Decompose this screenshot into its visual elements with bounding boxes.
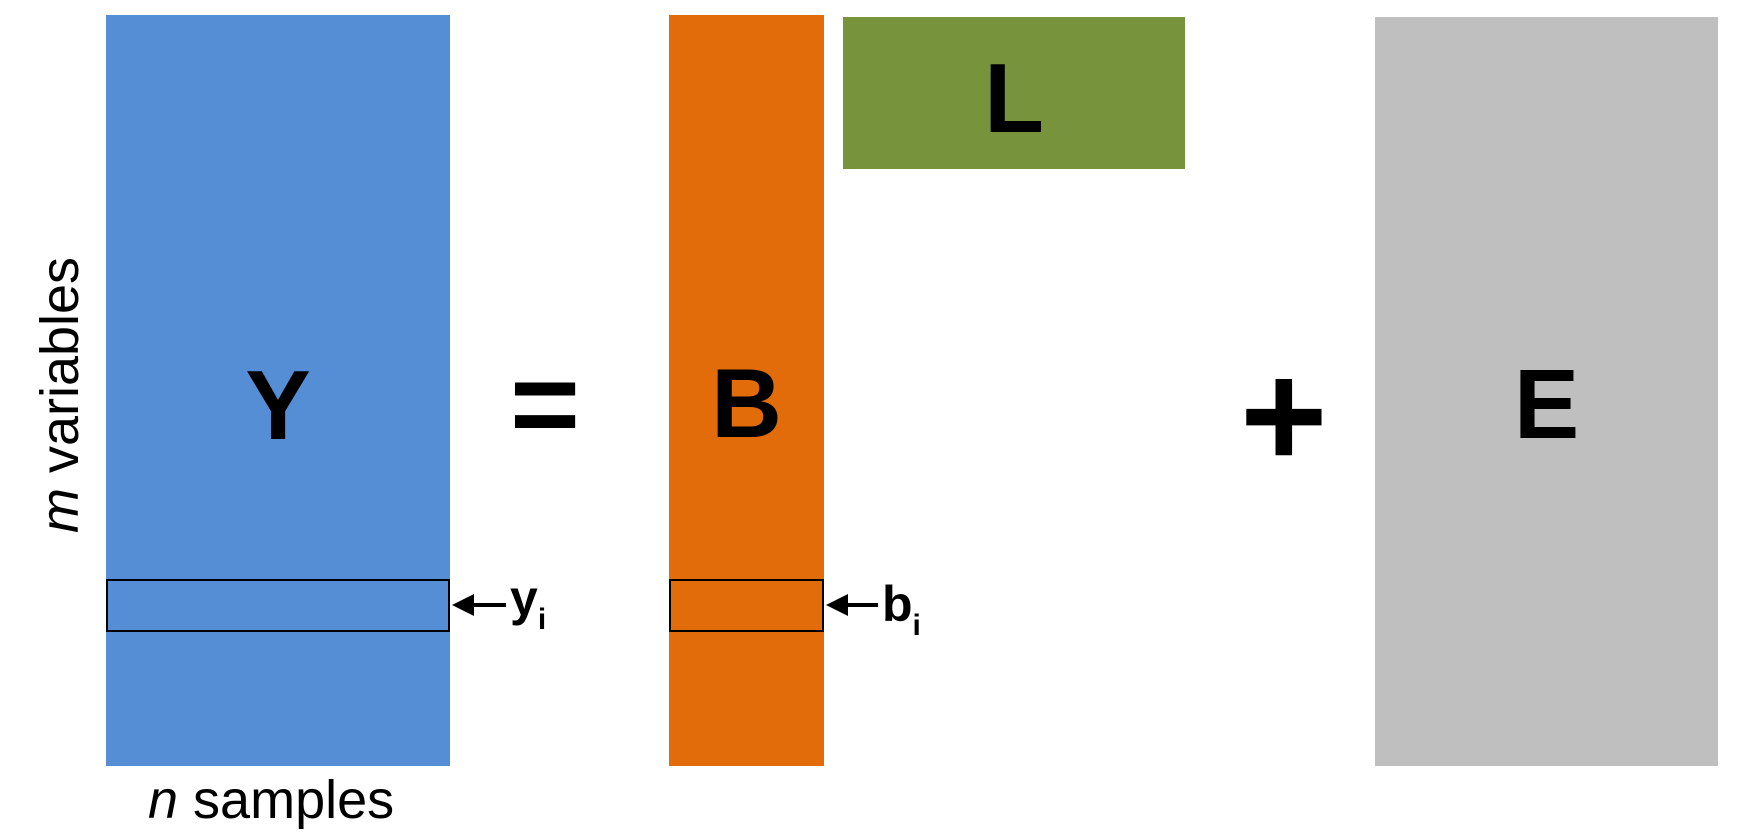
matrix-y-label: Y xyxy=(245,350,311,460)
row-label-yi-main: y xyxy=(510,570,538,626)
matrix-e-label: E xyxy=(1513,348,1580,459)
row-label-bi-sub: i xyxy=(912,609,921,642)
x-axis-label: n samples xyxy=(148,773,394,827)
matrix-b-label: B xyxy=(711,347,782,458)
row-label-yi: yi xyxy=(510,570,546,635)
matrix-l: L xyxy=(843,17,1185,169)
matrix-b: B xyxy=(669,15,824,766)
row-label-yi-sub: i xyxy=(537,603,547,636)
matrix-e: E xyxy=(1375,17,1718,766)
arrow-bi-icon xyxy=(826,594,878,616)
row-b-highlight xyxy=(669,579,824,632)
equals-operator: = xyxy=(510,337,581,471)
row-label-bi: bi xyxy=(882,576,921,641)
matrix-l-label: L xyxy=(984,42,1044,153)
plus-operator: + xyxy=(1240,331,1328,499)
y-axis-variable: m xyxy=(30,488,90,534)
y-axis-text: variables xyxy=(30,256,90,489)
y-axis-label: m variables xyxy=(30,256,90,534)
matrix-y: Y xyxy=(106,15,450,766)
row-y-highlight xyxy=(106,579,450,632)
arrow-yi-icon xyxy=(452,594,506,616)
x-axis-variable: n xyxy=(148,770,179,830)
row-label-bi-main: b xyxy=(882,576,913,632)
x-axis-text: samples xyxy=(178,770,395,830)
